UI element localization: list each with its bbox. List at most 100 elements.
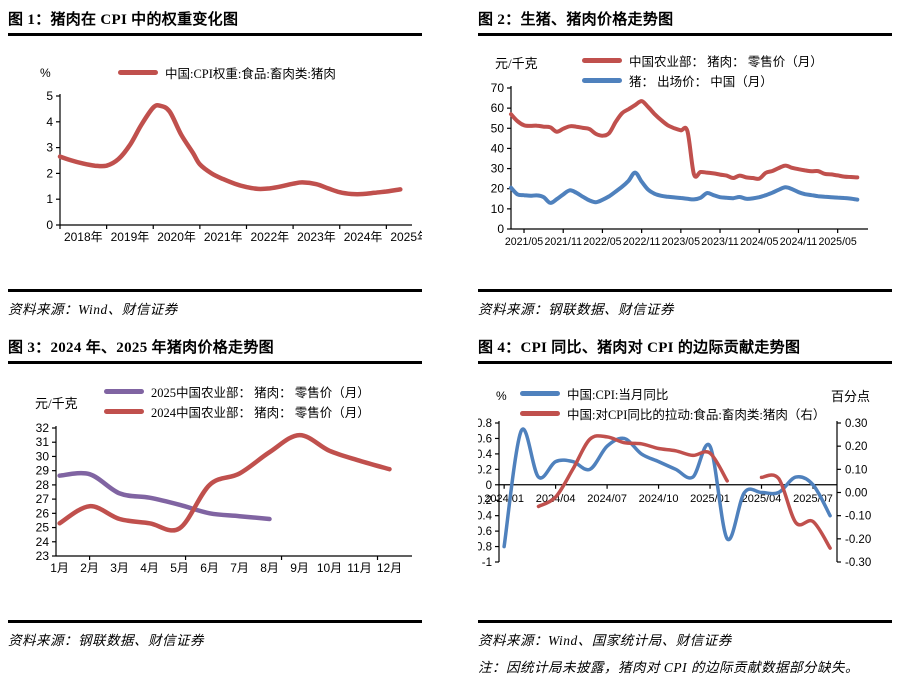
legend-label: 中国:CPI权重:食品:畜肉类:猪肉: [165, 67, 336, 81]
figure-3-chart: 23 24 25 26 27 28 29 30 31 32 1月 2月 3月 4月 5月 6月 7月 8月 9月 10…: [8, 364, 422, 620]
figure-1-chart: 0 1 2 3 4 5 2018年 2019年 2020年 2021年 2022年 2023年 2024…: [8, 36, 422, 289]
legend-item: 中国农业部： 猪肉： 零售价（月）: [582, 52, 823, 69]
x-tick-label: 2022年: [250, 230, 289, 244]
y-axis-unit-label: 元/千克: [35, 396, 78, 411]
y-tick-label: 60: [491, 101, 505, 115]
figure-4-chart-canvas: -1-0.8-0.6-0.4-0.200.20.40.60.8-0.30-0.2…: [478, 418, 871, 569]
y-tick-label: 20: [491, 182, 505, 196]
legend-line-swatch: [104, 389, 144, 394]
y-tick-label: -1: [482, 557, 492, 569]
x-tick-label: 2023年: [297, 230, 336, 244]
figure-3-panel: 图 3：2024 年、2025 年猪肉价格走势图 23 24 25 26 27 28 29 3…: [8, 334, 422, 649]
y-tick-label: 0: [486, 480, 492, 492]
figure-1-source-block: 资料来源：Wind、财信证券: [8, 289, 422, 318]
figure-4-legend: 中国:CPI:当月同比 中国:对CPI同比的拉动:食品:畜肉类:猪肉（右）: [520, 385, 825, 422]
x-tick-label: 5月: [170, 561, 189, 575]
figure-2-source-block: 资料来源：钢联数据、财信证券: [478, 289, 892, 318]
y-tick-label: 27: [36, 492, 50, 506]
legend-line-swatch: [104, 409, 144, 414]
x-tick-label: 2022/11: [623, 236, 661, 248]
figure-4-source: 资料来源：Wind、国家统计局、财信证券: [478, 633, 732, 648]
figure-1-chart-canvas: 0 1 2 3 4 5 2018年 2019年 2020年 2021年 2022年 2023年 2024…: [46, 89, 422, 244]
series-line-1: [536, 434, 729, 509]
y-tick-label: 70: [491, 81, 505, 95]
figure-1-panel: 图 1：猪肉在 CPI 中的权重变化图 0 1 2 3 4 5 2018年 2019年 2020…: [8, 6, 422, 318]
x-tick-label: 2024/11: [780, 236, 818, 248]
figure-4-source-block: 资料来源：Wind、国家统计局、财信证券 注：因统计局未披露，猪肉对 CPI 的…: [478, 620, 892, 676]
x-tick-label: 2025/05: [819, 236, 857, 248]
y-tick-label: 0.6: [478, 433, 492, 445]
y-tick-label: 0.4: [478, 449, 493, 461]
y-tick-label: 24: [36, 535, 50, 549]
y-tick-label: 23: [36, 549, 50, 563]
y-tick-label: 0: [46, 218, 53, 232]
y-tick-label: 0: [497, 222, 504, 236]
legend-label: 2025中国农业部： 猪肉： 零售价（月）: [151, 386, 370, 400]
right-y-tick-label: -0.20: [845, 534, 871, 546]
figure-4-chart: -1-0.8-0.6-0.4-0.200.20.40.60.8-0.30-0.2…: [478, 364, 892, 620]
x-tick-label: 2024/10: [639, 493, 679, 505]
figure-3-title: 图 3：2024 年、2025 年猪肉价格走势图: [8, 334, 422, 364]
series-line-0: [57, 470, 272, 522]
right-y-axis-unit-label: 百分点: [830, 389, 870, 404]
series-line-1: [509, 170, 860, 205]
y-tick-label: -0.2: [478, 495, 492, 507]
x-tick-label: 2024/05: [740, 236, 778, 248]
figure-4-note: 注：因统计局未披露，猪肉对 CPI 的边际贡献数据部分缺失。: [478, 660, 859, 675]
figure-2-panel: 图 2：生猪、猪肉价格走势图 0 10 20 30 40 50 60 70 2021/05 202…: [478, 6, 892, 318]
figure-2-title: 图 2：生猪、猪肉价格走势图: [478, 6, 892, 36]
x-tick-label: 12月: [377, 561, 402, 575]
y-tick-label: 4: [46, 115, 53, 129]
x-tick-label: 2025/04: [742, 493, 782, 505]
figure-4-title: 图 4：CPI 同比、猪肉对 CPI 的边际贡献走势图: [478, 334, 892, 364]
figure-2-legend: 中国农业部： 猪肉： 零售价（月） 猪： 出场价： 中国（月）: [582, 52, 823, 89]
series-line-0: [502, 427, 832, 549]
figure-2-chart: 0 10 20 30 40 50 60 70 2021/05 2021/11 2022/05 2022…: [478, 36, 892, 289]
y-tick-label: 0.2: [478, 464, 492, 476]
legend-item: 2024中国农业部： 猪肉： 零售价（月）: [104, 403, 370, 420]
series-line-1: [759, 473, 832, 550]
legend-label: 2024中国农业部： 猪肉： 零售价（月）: [151, 406, 370, 420]
y-axis-unit-label: 元/千克: [495, 56, 538, 71]
figure-1-title: 图 1：猪肉在 CPI 中的权重变化图: [8, 6, 422, 36]
figure-3-legend: 2025中国农业部： 猪肉： 零售价（月） 2024中国农业部： 猪肉： 零售价…: [104, 383, 370, 420]
legend-label: 中国:CPI:当月同比: [567, 388, 669, 402]
y-axis-unit-label: %: [496, 389, 507, 403]
x-tick-label: 2021/11: [544, 236, 582, 248]
y-tick-label: -0.8: [478, 542, 492, 554]
x-tick-label: 1月: [50, 561, 69, 575]
legend-item: 2025中国农业部： 猪肉： 零售价（月）: [104, 383, 370, 400]
y-tick-label: 28: [36, 478, 50, 492]
y-tick-label: 3: [46, 141, 53, 155]
x-tick-label: 2025/01: [690, 493, 730, 505]
right-y-tick-label: -0.30: [845, 557, 871, 569]
y-tick-label: 29: [36, 464, 50, 478]
y-tick-label: -0.6: [478, 526, 492, 538]
y-tick-label: 50: [491, 121, 505, 135]
legend-item: 中国:CPI权重:食品:畜肉类:猪肉: [118, 64, 336, 81]
y-axis-unit-label: %: [40, 66, 51, 80]
y-tick-label: 26: [36, 506, 50, 520]
x-tick-label: 2023/11: [701, 236, 739, 248]
series-line-1: [57, 432, 392, 533]
y-tick-label: 2: [46, 166, 53, 180]
x-tick-label: 2022/05: [583, 236, 621, 248]
x-tick-label: 2019年: [111, 230, 150, 244]
right-y-tick-label: 0.20: [845, 441, 867, 453]
legend-line-swatch: [118, 70, 158, 75]
x-tick-label: 2023/05: [662, 236, 700, 248]
x-tick-label: 2020年: [157, 230, 196, 244]
series-line-0: [509, 99, 860, 181]
figure-3-source: 资料来源：钢联数据、财信证券: [8, 633, 204, 648]
legend-line-swatch: [582, 78, 622, 83]
legend-label: 猪： 出场价： 中国（月）: [629, 75, 773, 89]
y-tick-label: 31: [36, 435, 50, 449]
x-tick-label: 7月: [230, 561, 249, 575]
x-tick-label: 2024年: [344, 230, 383, 244]
figure-2-source: 资料来源：钢联数据、财信证券: [478, 302, 674, 317]
x-tick-label: 2025/07: [793, 493, 833, 505]
figure-1-source: 资料来源：Wind、财信证券: [8, 302, 178, 317]
